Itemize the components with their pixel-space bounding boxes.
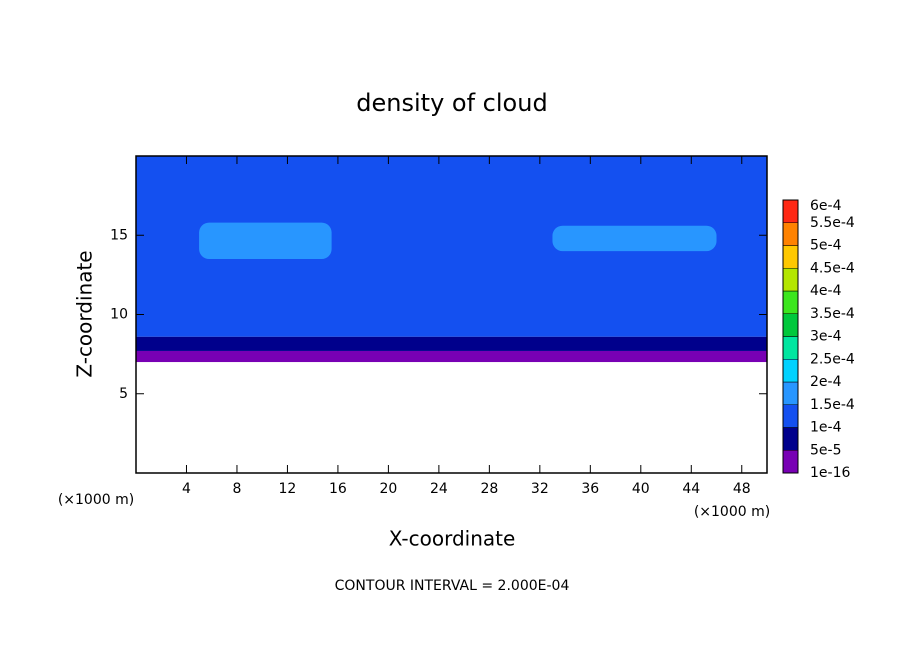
colorbar-box	[782, 199, 799, 223]
y-axis-label: Z-coordinate	[73, 250, 97, 377]
colorbar-label: 5e-4	[810, 238, 842, 254]
x-tick-label: 4	[182, 481, 191, 497]
colorbar-box	[782, 336, 799, 360]
x-tick-label: 12	[279, 481, 297, 497]
colorbar-label: 4e-4	[810, 283, 842, 299]
colorbar-box	[782, 290, 799, 314]
x-tick-label: 36	[581, 481, 599, 497]
colorbar-box	[782, 313, 799, 337]
chart-title: density of cloud	[356, 89, 547, 117]
x-tick-label: 44	[682, 481, 700, 497]
colorbar-box	[782, 359, 799, 383]
colorbar-label: 5.5e-4	[810, 215, 855, 231]
x-unit: (×1000 m)	[694, 504, 770, 520]
x-tick-label: 40	[632, 481, 650, 497]
colorbar-box	[782, 245, 799, 269]
x-tick-label: 8	[232, 481, 241, 497]
x-tick-label: 20	[379, 481, 397, 497]
contour-region	[552, 225, 717, 252]
y-tick-label: 5	[119, 386, 128, 402]
x-tick-label: 48	[733, 481, 751, 497]
y-tick-label: 10	[110, 307, 128, 323]
colorbar-frame	[782, 199, 799, 474]
colorbar-label: 3e-4	[810, 329, 842, 345]
x-tick-label: 28	[480, 481, 498, 497]
x-axis-label: X-coordinate	[389, 527, 516, 551]
x-tick-label: 32	[531, 481, 549, 497]
colorbar-box	[782, 450, 799, 474]
colorbar-label: 3.5e-4	[810, 306, 855, 322]
x-tick-label: 16	[329, 481, 347, 497]
colorbar-box	[782, 268, 799, 292]
colorbar-label: 1e-4	[810, 420, 842, 436]
colorbar-label: 1e-16	[810, 465, 850, 481]
y-tick-label: 15	[110, 227, 128, 243]
colorbar-box	[782, 404, 799, 428]
footer: CONTOUR INTERVAL = 2.000E-04	[335, 578, 570, 594]
colorbar-box	[782, 427, 799, 451]
colorbar-box	[782, 222, 799, 246]
colorbar-label: 2.5e-4	[810, 351, 855, 367]
contour-region	[136, 336, 767, 351]
colorbar-label: 6e-4	[810, 198, 842, 214]
colorbar-label: 2e-4	[810, 374, 842, 390]
colorbar-label: 1.5e-4	[810, 397, 855, 413]
colorbar-box	[782, 381, 799, 405]
colorbar-label: 5e-5	[810, 442, 841, 458]
y-unit: (×1000 m)	[58, 492, 134, 508]
colorbar-label: 4.5e-4	[810, 260, 855, 276]
contour-region	[136, 350, 767, 363]
x-tick-label: 24	[430, 481, 448, 497]
contour-region	[199, 222, 332, 260]
